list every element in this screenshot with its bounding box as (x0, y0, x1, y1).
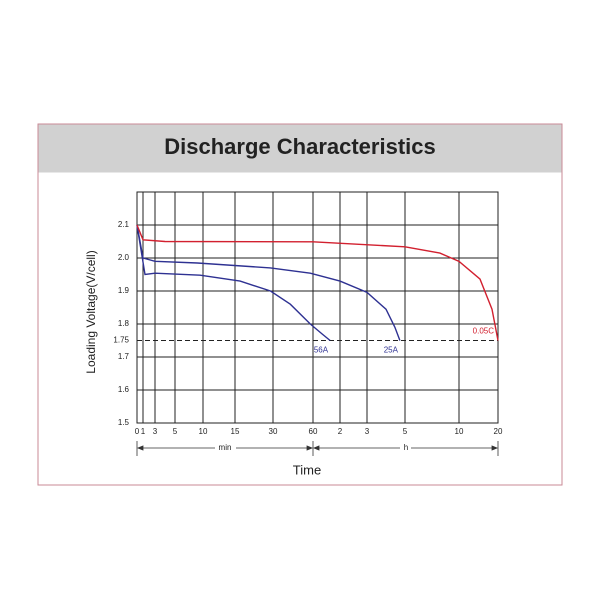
y-tick-label: 2.1 (118, 220, 130, 229)
unit-label: h (404, 443, 408, 452)
x-tick-label: 15 (231, 427, 240, 436)
x-tick-label: 60 (309, 427, 318, 436)
x-tick-label: 30 (269, 427, 278, 436)
x-tick-label: 20 (494, 427, 503, 436)
y-tick-label: 1.8 (118, 319, 130, 328)
x-tick-label: 3 (153, 427, 158, 436)
legend-label: 56A (314, 346, 329, 355)
x-tick-label: 5 (403, 427, 408, 436)
y-tick-label: 1.75 (113, 336, 129, 345)
unit-arrows (136, 441, 499, 456)
y-tick-label: 2.0 (118, 253, 130, 262)
x-tick-label: 10 (199, 427, 208, 436)
y-tick-label: 1.6 (118, 385, 130, 394)
x-tick-label: 0 (135, 427, 140, 436)
header (38, 124, 562, 173)
x-tick-label: 3 (365, 427, 370, 436)
x-tick-label: 1 (141, 427, 146, 436)
x-tick-label: 5 (173, 427, 178, 436)
legend-label: 25A (384, 346, 399, 355)
x-tick-label: 2 (338, 427, 343, 436)
series-line (136, 224, 331, 342)
series-line (136, 224, 499, 341)
x-axis-label: Time (293, 462, 321, 477)
panel (37, 123, 563, 486)
y-tick-label: 1.5 (118, 418, 130, 427)
legend-label: 0.05C (473, 327, 495, 336)
series-line (136, 224, 401, 341)
y-tick-label: 1.7 (118, 352, 130, 361)
chart-title: Discharge Characteristics (164, 134, 435, 159)
unit-label: min (219, 443, 232, 452)
y-axis-label: Loading Voltage(V/cell) (84, 250, 98, 373)
x-tick-label: 10 (455, 427, 464, 436)
y-tick-label: 1.9 (118, 286, 130, 295)
